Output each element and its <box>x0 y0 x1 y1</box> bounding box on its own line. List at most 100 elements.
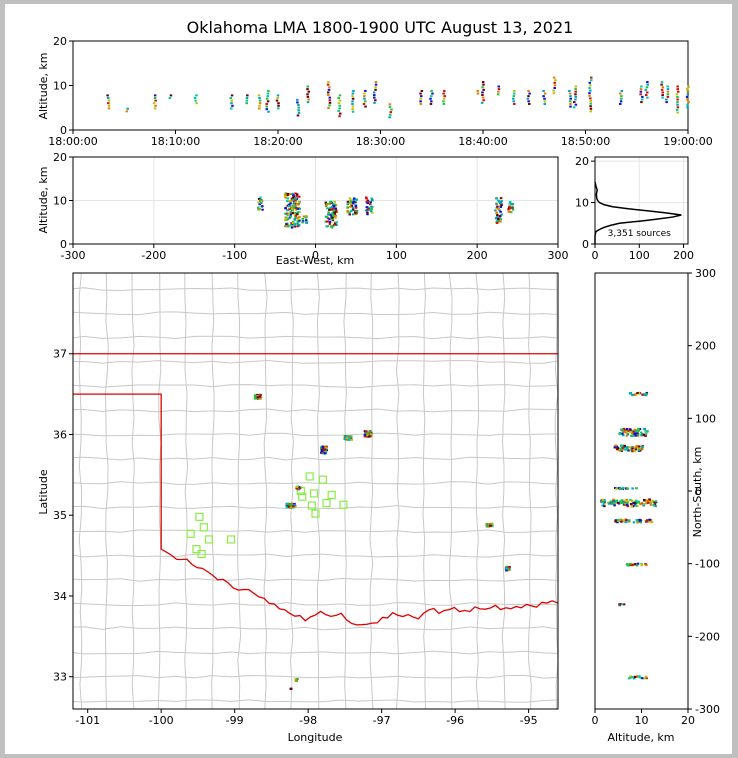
ns-altitude-source <box>634 448 638 451</box>
time-altitude-source <box>351 102 354 105</box>
time-altitude-source <box>297 111 301 114</box>
ew-altitude-source <box>293 205 297 208</box>
ew-altitude-source <box>324 201 328 204</box>
time-altitude-source <box>230 94 234 97</box>
x-tick-label: -100 <box>149 714 174 727</box>
ew-altitude-source <box>290 222 293 225</box>
ew-altitude-source <box>292 201 296 204</box>
ew-altitude-source <box>295 207 298 210</box>
x-tick-label: 18:30:00 <box>356 135 405 148</box>
ns-altitude-source <box>603 505 606 508</box>
ew-altitude-source <box>293 225 297 228</box>
time-altitude-source <box>306 101 310 104</box>
plan-view-source <box>293 505 297 508</box>
time-altitude-source <box>589 100 593 102</box>
plan-view-source <box>295 487 298 490</box>
ns-altitude-source <box>613 500 616 503</box>
time-altitude-source <box>328 104 331 107</box>
plan-view-source <box>369 433 373 436</box>
ew-altitude-source <box>294 208 298 211</box>
plan-view-source <box>289 506 293 509</box>
time-altitude-source <box>258 104 261 107</box>
ns-altitude-source <box>633 501 637 504</box>
ew-altitude-source <box>500 213 503 216</box>
time-altitude-source <box>154 104 157 107</box>
time-altitude-source <box>231 104 234 107</box>
ew-altitude-source <box>498 216 502 219</box>
time-altitude-source <box>588 94 591 97</box>
ns-altitude-source <box>627 519 630 522</box>
ew-altitude-source <box>298 207 301 210</box>
y-tick-label: 33 <box>53 671 67 684</box>
time-altitude-source <box>258 102 262 105</box>
time-altitude-source <box>574 93 577 96</box>
ns-altitude-source <box>641 432 644 435</box>
ns-altitude-source <box>626 487 629 490</box>
ns-altitude-source <box>648 518 651 521</box>
time-altitude-source <box>338 94 342 97</box>
ew-altitude-source <box>511 205 514 208</box>
lma-station-marker <box>307 501 316 510</box>
ew-altitude-source <box>305 221 309 224</box>
ns-altitude-source <box>627 677 631 680</box>
county-line <box>73 481 558 485</box>
x-tick-label: 18:00:00 <box>48 135 97 148</box>
plan-view-source <box>259 397 262 400</box>
plan-view-source <box>485 524 488 527</box>
time-altitude-source <box>569 95 572 98</box>
time-altitude-source <box>326 83 330 86</box>
ew-altitude-source <box>261 205 264 208</box>
ew-altitude-source <box>329 201 332 204</box>
time-altitude-source <box>661 96 664 99</box>
ns-altitude-source <box>652 504 656 507</box>
y-tick-label: 20 <box>53 151 67 164</box>
county-line <box>290 273 294 709</box>
ns-altitude-source <box>649 504 653 507</box>
ns-altitude-source <box>639 431 643 434</box>
ew-altitude-source <box>287 212 290 215</box>
ns-altitude-source <box>615 487 618 490</box>
ew-altitude-source <box>508 202 512 205</box>
y-tick-label: 20 <box>575 155 589 168</box>
county-line <box>73 553 558 558</box>
plan-view-source <box>486 525 489 528</box>
county-line <box>448 273 453 709</box>
ew-altitude-source <box>334 210 337 213</box>
ns-altitude-source <box>635 446 638 449</box>
time-altitude-source <box>552 92 556 95</box>
ns-altitude-source <box>628 428 632 431</box>
ew-altitude-source <box>296 211 300 214</box>
time-altitude-source <box>512 89 516 92</box>
ew-altitude-source <box>498 209 501 212</box>
time-altitude-source <box>619 100 623 103</box>
ew-altitude-source <box>298 195 301 198</box>
ew-altitude-source <box>355 210 359 213</box>
ns-altitude-source <box>626 502 629 505</box>
ns-altitude-source <box>602 502 606 505</box>
time-altitude-source <box>665 98 668 101</box>
ns-altitude-source <box>624 503 627 506</box>
ew-altitude-source <box>302 215 306 218</box>
time-altitude-source <box>686 90 690 93</box>
ns-altitude-source <box>623 444 626 447</box>
ns-altitude-source <box>633 432 636 435</box>
ns-altitude-source <box>636 521 639 524</box>
x-tick-label: 18:10:00 <box>151 135 200 148</box>
county-line <box>422 273 427 709</box>
lma-station-marker <box>318 475 327 484</box>
ew-altitude-source <box>286 209 289 212</box>
plan-view-source <box>346 436 349 439</box>
time-altitude-source <box>686 98 689 101</box>
ns-altitude-source <box>644 675 648 678</box>
ns-altitude-source <box>631 450 634 453</box>
ns-altitude-source <box>626 505 630 508</box>
time-altitude-source <box>542 89 545 92</box>
ns-altitude-source <box>621 519 625 522</box>
altitude-histogram-line <box>594 181 682 244</box>
ew-altitude-source <box>294 200 297 203</box>
time-altitude-source <box>267 89 270 92</box>
ew-altitude-source <box>496 215 499 218</box>
ns-altitude-source <box>633 428 637 431</box>
ns-altitude-source <box>632 677 636 680</box>
ew-altitude-source <box>334 209 338 212</box>
